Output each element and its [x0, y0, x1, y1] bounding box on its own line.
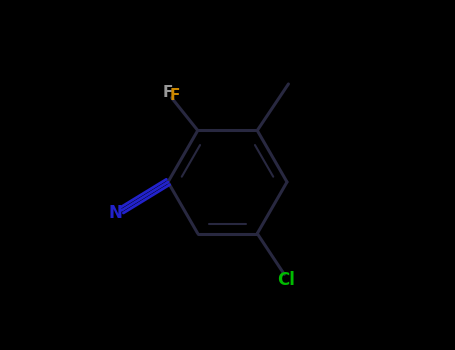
Text: Cl: Cl: [277, 271, 295, 289]
Text: F: F: [163, 85, 173, 100]
Text: N: N: [108, 204, 122, 222]
Text: F: F: [170, 89, 180, 103]
